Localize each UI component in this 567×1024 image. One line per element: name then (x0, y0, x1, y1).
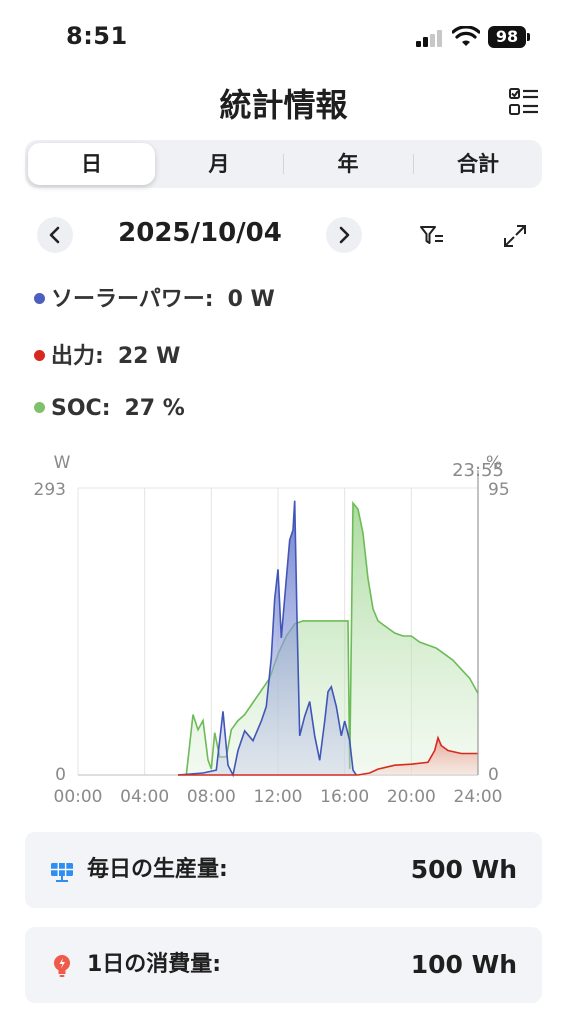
x-axis-tick-label: 24:00 (454, 787, 503, 807)
tab-year[interactable]: 年 (337, 152, 359, 176)
left-axis-tick-min: 0 (55, 765, 66, 785)
daily-consumption-label: 1日の消費量: (87, 952, 222, 977)
page-title: 統計情報 (219, 86, 348, 124)
legend-soc: SOC: 27 % (34, 396, 185, 421)
right-axis-unit: % (486, 453, 502, 473)
tab-day[interactable]: 日 (28, 143, 155, 185)
cellular-signal-icon (416, 30, 444, 47)
battery-tip (527, 33, 530, 41)
period-tabs: 日 月 年 合計 (25, 140, 542, 188)
output-line (178, 735, 478, 776)
cursor-time-label: 23:55 (452, 460, 504, 481)
solar-panel-icon (51, 863, 73, 882)
x-axis-tick-label: 00:00 (54, 787, 103, 807)
tab-divider (283, 154, 284, 174)
x-axis-tick-label: 20:00 (387, 787, 436, 807)
x-axis-tick-label: 16:00 (320, 787, 369, 807)
legend-label-solar: ソーラーパワー: (51, 287, 214, 312)
right-axis-tick-min: 0 (488, 765, 499, 785)
solar-area (178, 500, 357, 775)
x-axis-tick-label: 08:00 (187, 787, 236, 807)
x-axis-tick-label: 04:00 (120, 787, 169, 807)
tab-divider (413, 154, 414, 174)
daily-consumption-card: 1日の消費量: 100 Wh (25, 927, 542, 1003)
prev-date-button[interactable] (37, 217, 73, 253)
chevron-left-icon (49, 226, 60, 244)
daily-consumption-value: 100 Wh (410, 950, 517, 979)
tab-month[interactable]: 月 (208, 152, 230, 176)
legend-dot-soc (34, 401, 45, 413)
legend-dot-output (34, 349, 45, 361)
right-axis-tick-max: 95 (488, 480, 510, 500)
wifi-icon (452, 26, 480, 46)
left-axis-unit: W (54, 453, 71, 473)
current-date[interactable]: 2025/10/04 (118, 218, 282, 248)
lightbulb-icon (54, 955, 70, 977)
legend-label-soc: SOC: (51, 396, 111, 421)
expand-icon[interactable] (501, 222, 529, 250)
legend-dot-solar (34, 292, 45, 304)
legend-value-soc: 27 % (124, 396, 185, 421)
legend-solar: ソーラーパワー: 0 W (34, 281, 275, 313)
status-time: 8:51 (66, 22, 128, 50)
left-axis-tick-max: 293 (34, 480, 66, 500)
filter-icon[interactable] (418, 222, 446, 250)
legend-value-solar: 0 W (227, 287, 275, 312)
battery-icon: 98 (488, 26, 526, 48)
chevron-right-icon (339, 226, 350, 244)
legend-label-output: 出力: (51, 344, 104, 369)
daily-production-card: 毎日の生産量: 500 Wh (25, 832, 542, 908)
output-area (178, 737, 478, 775)
daily-production-value: 500 Wh (410, 855, 517, 884)
x-axis-tick-label: 12:00 (254, 787, 303, 807)
next-date-button[interactable] (326, 217, 362, 253)
soc-area (186, 503, 479, 775)
legend-value-output: 22 W (117, 344, 181, 369)
checklist-icon[interactable] (508, 86, 540, 118)
daily-production-label: 毎日の生産量: (87, 857, 228, 882)
status-bar: 8:51 98 (0, 0, 567, 70)
tab-total[interactable]: 合計 (457, 152, 499, 176)
legend-output: 出力: 22 W (34, 338, 180, 370)
solar-line (177, 500, 357, 778)
